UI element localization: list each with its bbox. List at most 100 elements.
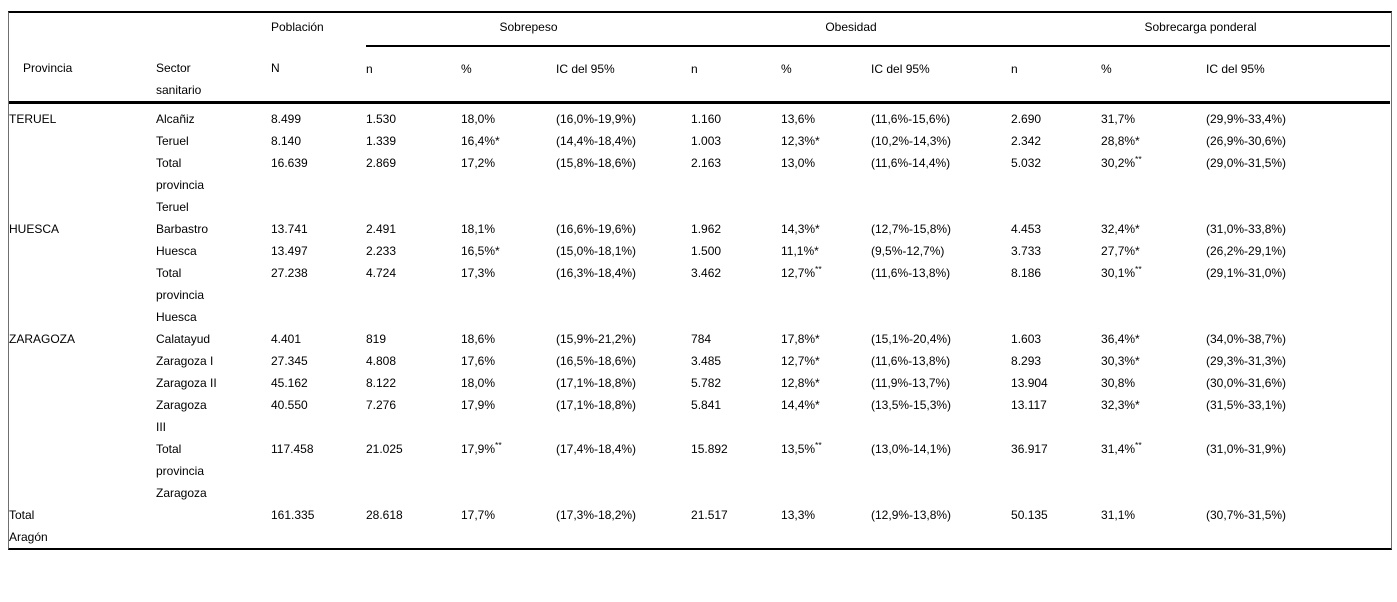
cell-sector: Zaragoza I: [156, 354, 214, 368]
cell-obesidad-n: 3.462: [691, 266, 722, 280]
table-row: Huesca 13.497 2.233 16,5%* (15,0%-18,1%)…: [9, 240, 1390, 262]
table-row: Zaragoza II 45.162 8.122 18,0% (17,1%-18…: [9, 372, 1390, 394]
cell-poblacion-n: 8.499: [271, 112, 302, 126]
header-obe-ic: IC del 95%: [871, 46, 1012, 104]
cell-sobrecarga-n: 2.690: [1011, 112, 1042, 126]
cell-obesidad-pct: 13,0%: [781, 156, 816, 170]
cell-sobrecarga-pct: 32,3%*: [1101, 398, 1140, 412]
cell-sobrepeso-pct: 18,0%: [461, 376, 496, 390]
cell-sobrecarga-ic: (26,9%-30,6%): [1206, 134, 1287, 148]
cell-sobrepeso-ic: (17,1%-18,8%): [556, 398, 637, 412]
cell-sobrepeso-n: 7.276: [366, 398, 397, 412]
cell-sector: Alcañiz: [156, 112, 195, 126]
cell-obesidad-pct: 12,8%*: [781, 376, 820, 390]
cell-sobrecarga-pct: 31,7%: [1101, 112, 1136, 126]
cell-obesidad-n: 784: [691, 332, 712, 346]
cell-sobrepeso-ic: (16,3%-18,4%): [556, 266, 637, 280]
cell-sobrecarga-ic: (31,0%-33,8%): [1206, 222, 1287, 236]
header-sob-n: n: [366, 46, 461, 104]
cell-obesidad-ic: (11,6%-13,8%): [871, 354, 951, 368]
cell-sobrepeso-pct: 18,6%: [461, 332, 496, 346]
cell-sobrepeso-pct: 17,9%**: [461, 440, 502, 456]
cell-sobrecarga-pct: 31,4%**: [1101, 440, 1142, 456]
cell-sobrecarga-pct: 32,4%*: [1101, 222, 1140, 236]
header-scp-pct: %: [1101, 46, 1207, 104]
cell-sector: Total provincia Huesca: [156, 266, 205, 324]
cell-sector: Total provincia Teruel: [156, 156, 205, 214]
cell-poblacion-n: 16.639: [271, 156, 308, 170]
cell-sobrepeso-ic: (15,8%-18,6%): [556, 156, 637, 170]
header-n-cap: N: [271, 46, 366, 104]
cell-sobrepeso-pct: 16,4%*: [461, 134, 500, 148]
cell-obesidad-n: 1.003: [691, 134, 722, 148]
cell-sobrecarga-ic: (29,9%-33,4%): [1206, 112, 1287, 126]
cell-sobrecarga-n: 13.117: [1011, 398, 1047, 412]
table-row: Total provincia Teruel 16.639 2.869 17,2…: [9, 152, 1390, 218]
cell-sobrecarga-ic: (34,0%-38,7%): [1206, 332, 1287, 346]
table-row: Zaragoza I 27.345 4.808 17,6% (16,5%-18,…: [9, 350, 1390, 372]
cell-obesidad-ic: (13,5%-15,3%): [871, 398, 952, 412]
cell-sobrecarga-ic: (30,7%-31,5%): [1206, 508, 1287, 522]
table-row: ZARAGOZA Calatayud 4.401 819 18,6% (15,9…: [9, 328, 1390, 350]
table-row: Zaragoza III 40.550 7.276 17,9% (17,1%-1…: [9, 394, 1390, 438]
cell-obesidad-ic: (15,1%-20,4%): [871, 332, 952, 346]
cell-sobrecarga-ic: (29,1%-31,0%): [1206, 266, 1287, 280]
cell-sobrecarga-pct: 31,1%: [1101, 508, 1136, 522]
table-row-total: Total Aragón 161.335 28.618 17,7% (17,3%…: [9, 504, 1390, 548]
column-header-row: Provincia Sector sanitario N n % IC del …: [9, 46, 1391, 104]
table-row: HUESCA Barbastro 13.741 2.491 18,1% (16,…: [9, 218, 1390, 240]
cell-sobrepeso-ic: (15,0%-18,1%): [556, 244, 637, 258]
cell-poblacion-n: 8.140: [271, 134, 302, 148]
cell-sobrepeso-ic: (17,4%-18,4%): [556, 442, 637, 456]
cell-sobrecarga-n: 36.917: [1011, 442, 1048, 456]
cell-sobrepeso-n: 1.530: [366, 112, 397, 126]
cell-obesidad-n: 15.892: [691, 442, 728, 456]
header-spacer: [9, 13, 271, 46]
cell-sobrecarga-pct: 30,3%*: [1101, 354, 1140, 368]
cell-obesidad-n: 21.517: [691, 508, 728, 522]
cell-sobrepeso-n: 21.025: [366, 442, 403, 456]
cell-obesidad-n: 1.500: [691, 244, 722, 258]
cell-sobrepeso-pct: 17,9%: [461, 398, 496, 412]
cell-obesidad-n: 2.163: [691, 156, 722, 170]
cell-obesidad-n: 3.485: [691, 354, 722, 368]
header-sob-pct: %: [461, 46, 556, 104]
cell-obesidad-pct: 11,1%*: [781, 244, 819, 258]
cell-obesidad-pct: 12,7%**: [781, 264, 822, 280]
table-row: TERUEL Alcañiz 8.499 1.530 18,0% (16,0%-…: [9, 103, 1390, 131]
cell-sobrepeso-ic: (15,9%-21,2%): [556, 332, 637, 346]
cell-obesidad-pct: 12,7%*: [781, 354, 820, 368]
cell-sobrecarga-ic: (31,0%-31,9%): [1206, 442, 1287, 456]
cell-sobrepeso-n: 1.339: [366, 134, 397, 148]
cell-obesidad-ic: (11,6%-13,8%): [871, 266, 951, 280]
header-scp-n: n: [1011, 46, 1102, 104]
cell-sobrepeso-ic: (14,4%-18,4%): [556, 134, 637, 148]
cell-obesidad-ic: (12,9%-13,8%): [871, 508, 952, 522]
cell-obesidad-ic: (10,2%-14,3%): [871, 134, 952, 148]
cell-sobrepeso-n: 4.808: [366, 354, 397, 368]
cell-sector: [156, 504, 271, 548]
table-row: Teruel 8.140 1.339 16,4%* (14,4%-18,4%) …: [9, 130, 1390, 152]
cell-obesidad-n: 5.841: [691, 398, 722, 412]
cell-provincia: ZARAGOZA: [9, 332, 76, 346]
cell-obesidad-pct: 14,3%*: [781, 222, 820, 236]
cell-sobrecarga-n: 1.603: [1011, 332, 1042, 346]
cell-sobrepeso-n: 2.869: [366, 156, 397, 170]
header-scp-ic: IC del 95%: [1206, 46, 1391, 104]
cell-sobrepeso-n: 2.491: [366, 222, 397, 236]
header-obe-n: n: [691, 46, 782, 104]
cell-obesidad-pct: 17,8%*: [781, 332, 820, 346]
cell-sobrecarga-n: 5.032: [1011, 156, 1042, 170]
cell-sobrepeso-ic: (17,1%-18,8%): [556, 376, 637, 390]
cell-obesidad-ic: (11,6%-14,4%): [871, 156, 951, 170]
cell-obesidad-ic: (11,9%-13,7%): [871, 376, 951, 390]
header-poblacion-group: Población: [271, 20, 324, 34]
cell-sobrepeso-pct: 16,5%*: [461, 244, 500, 258]
cell-obesidad-ic: (9,5%-12,7%): [871, 244, 945, 258]
cell-sobrecarga-pct: 28,8%*: [1101, 134, 1140, 148]
cell-sobrecarga-n: 50.135: [1011, 508, 1048, 522]
cell-sobrepeso-pct: 17,2%: [461, 156, 496, 170]
cell-sobrepeso-pct: 18,0%: [461, 112, 496, 126]
cell-sector: Zaragoza III: [156, 398, 207, 434]
cell-sobrecarga-ic: (29,3%-31,3%): [1206, 354, 1287, 368]
